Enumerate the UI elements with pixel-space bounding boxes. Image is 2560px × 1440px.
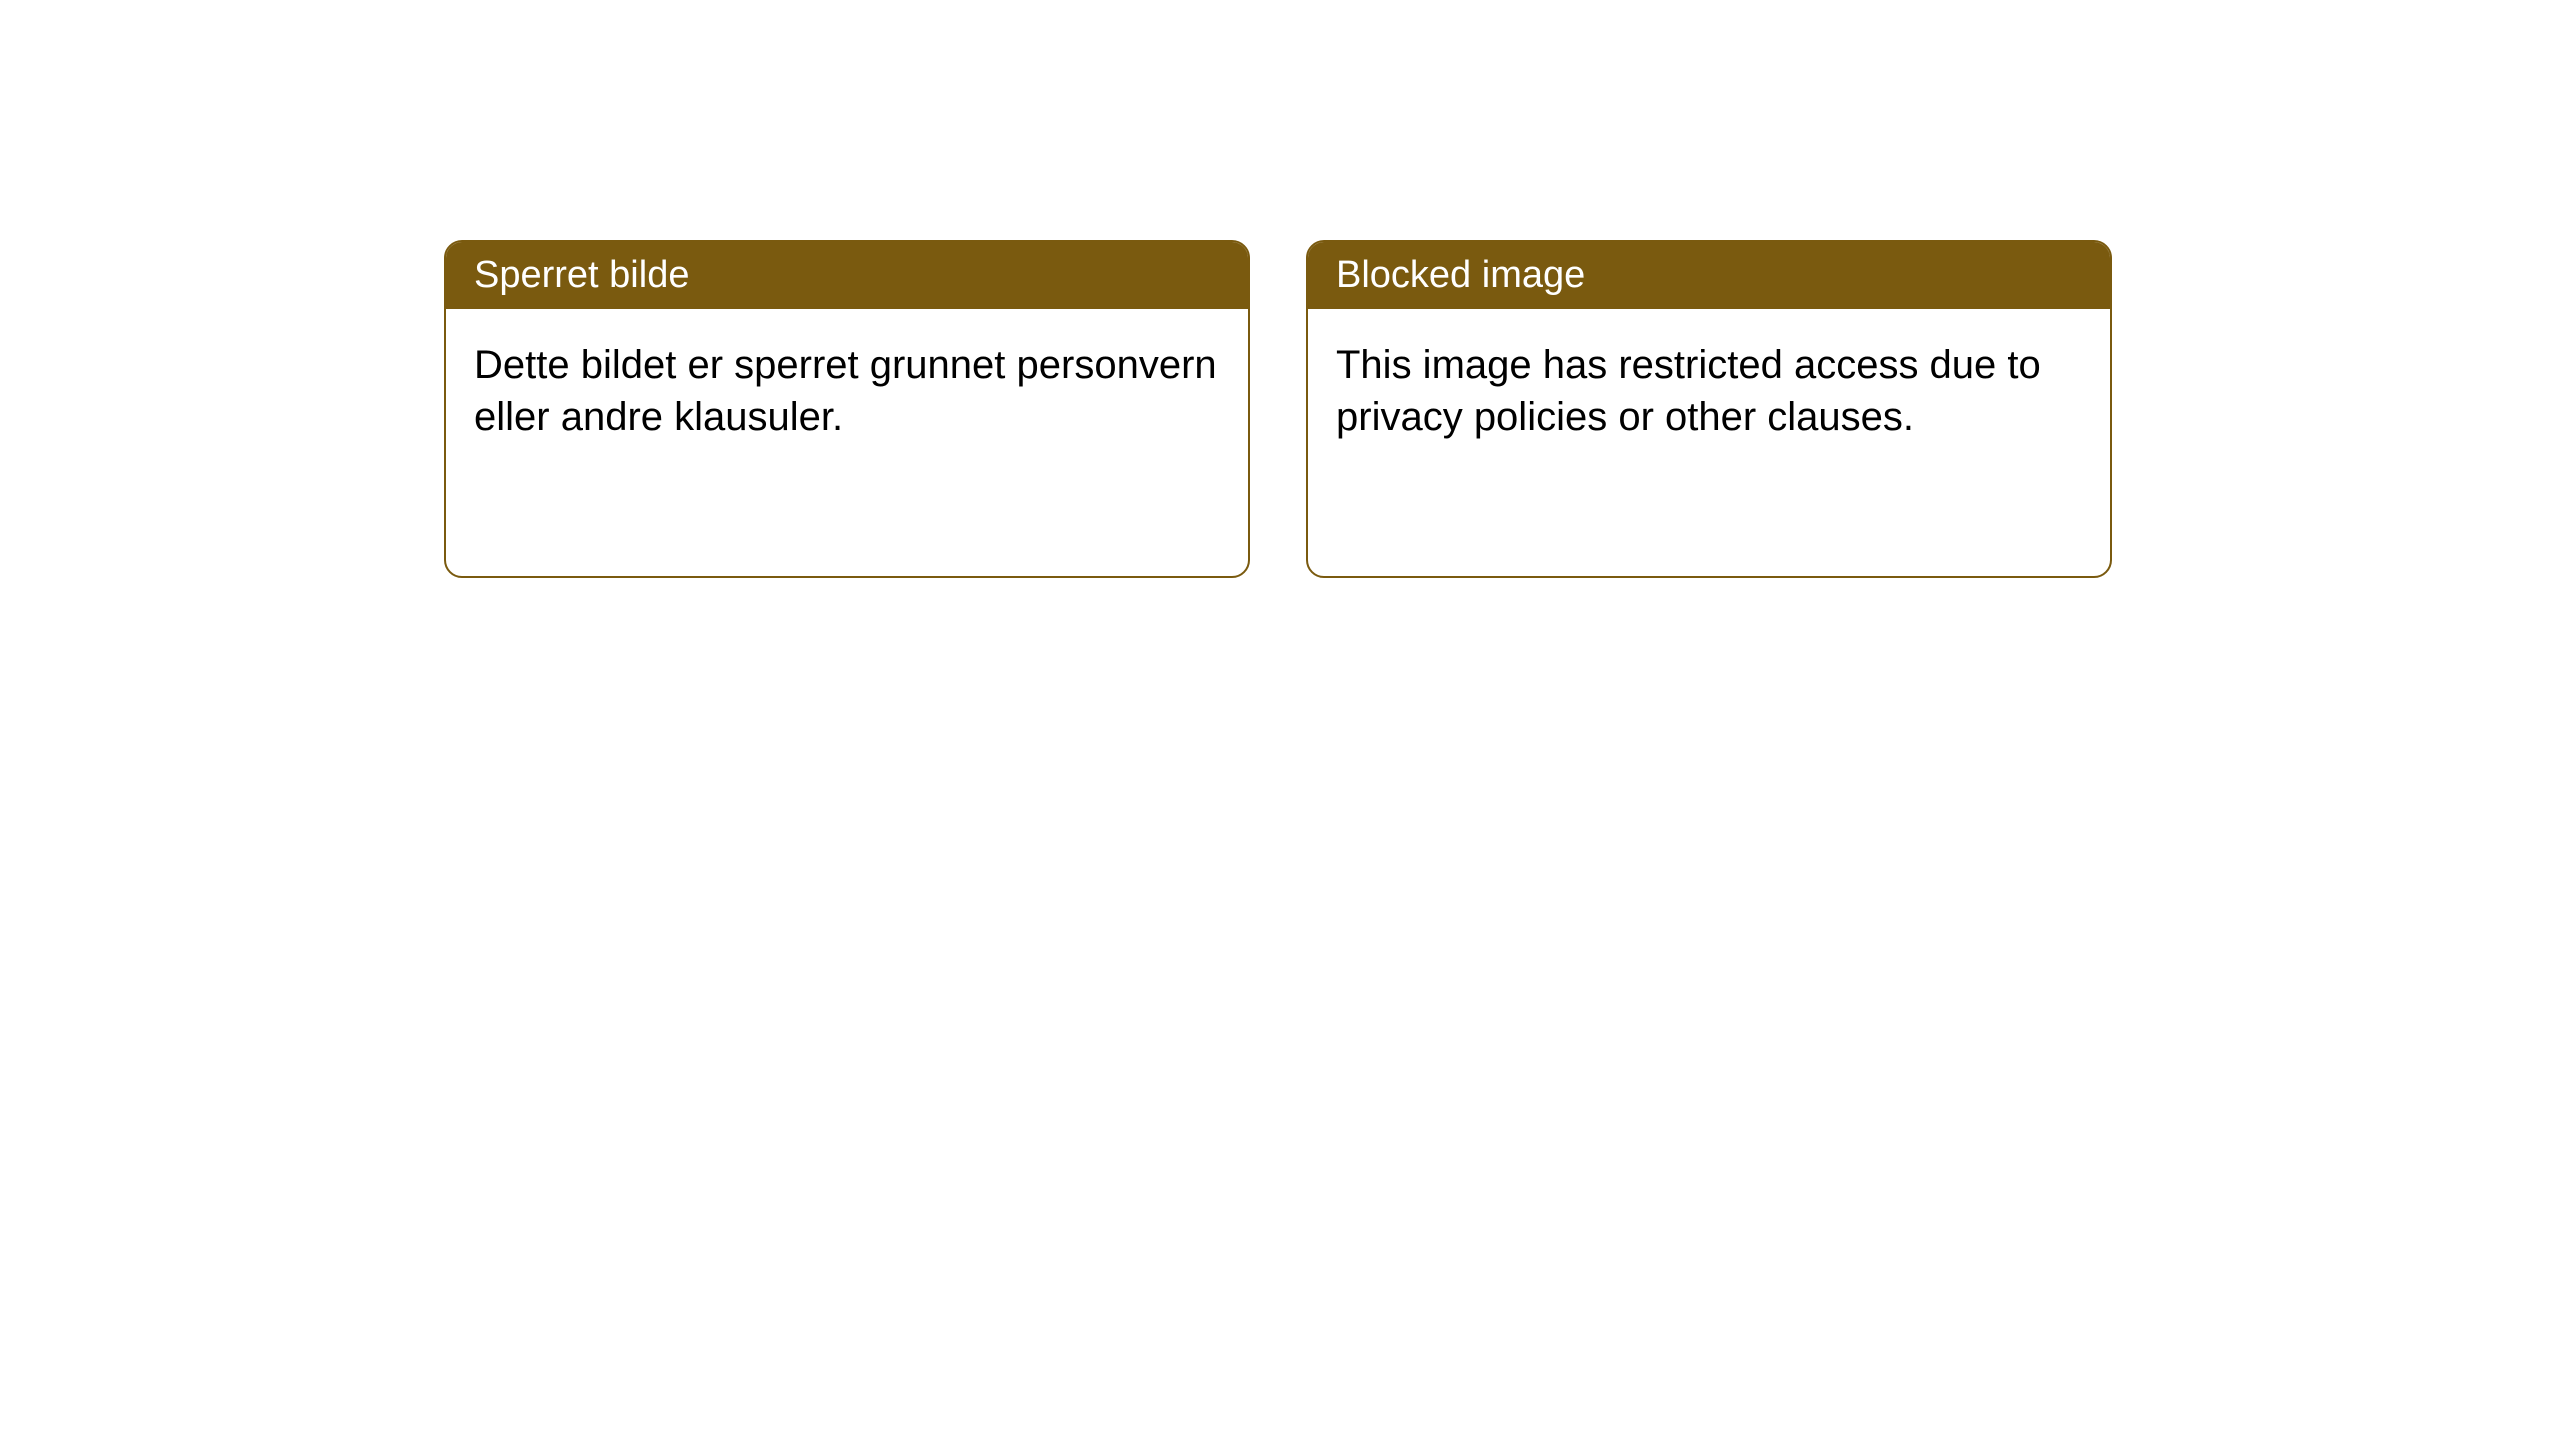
card-body-text: This image has restricted access due to … <box>1336 343 2041 439</box>
card-header: Blocked image <box>1308 242 2110 309</box>
notice-container: Sperret bilde Dette bildet er sperret gr… <box>444 240 2112 578</box>
notice-card-english: Blocked image This image has restricted … <box>1306 240 2112 578</box>
card-header: Sperret bilde <box>446 242 1248 309</box>
card-body: Dette bildet er sperret grunnet personve… <box>446 309 1248 473</box>
card-title: Sperret bilde <box>474 254 689 296</box>
card-title: Blocked image <box>1336 254 1585 296</box>
notice-card-norwegian: Sperret bilde Dette bildet er sperret gr… <box>444 240 1250 578</box>
card-body: This image has restricted access due to … <box>1308 309 2110 473</box>
card-body-text: Dette bildet er sperret grunnet personve… <box>474 343 1217 439</box>
